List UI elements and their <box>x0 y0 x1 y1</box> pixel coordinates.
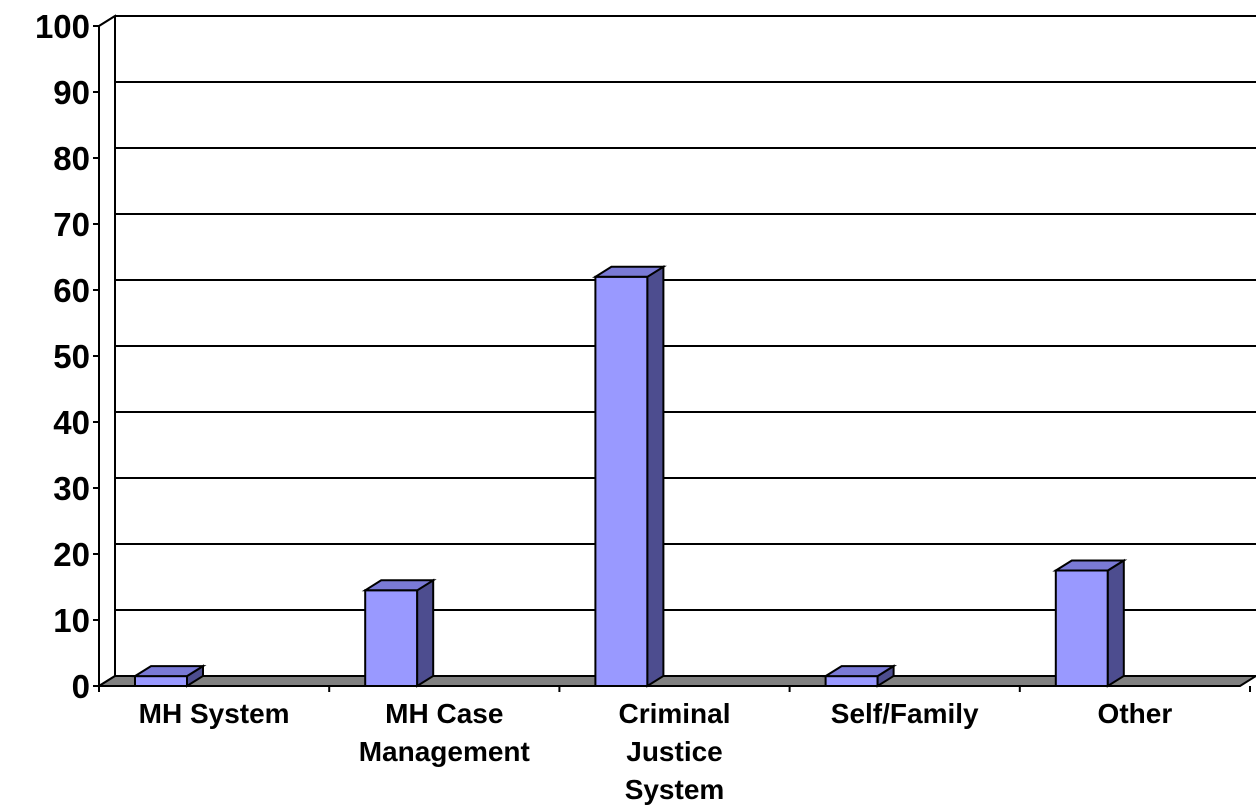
x-category-label-line: System <box>625 774 725 805</box>
x-category-label-line: Other <box>1098 698 1173 729</box>
x-category-label: MH Case Management <box>359 698 530 767</box>
bar-top <box>591 265 667 278</box>
bar-side <box>1106 558 1125 688</box>
y-tick-label: 0 <box>72 668 90 705</box>
y-tick-label: 60 <box>53 272 90 309</box>
bar-top <box>1052 559 1128 572</box>
bar-top <box>822 665 898 678</box>
x-category-label-line: Self/Family <box>831 698 979 729</box>
bar-top <box>131 665 207 678</box>
y-tick-label: 10 <box>53 602 90 639</box>
y-tick-label: 20 <box>53 536 90 573</box>
x-category-label-line: MH Case <box>385 698 503 729</box>
x-category-label-line: Justice <box>626 736 723 767</box>
bar <box>824 675 879 687</box>
y-tick-label: 40 <box>53 404 90 441</box>
y-tick-label: 70 <box>53 206 90 243</box>
x-category-label-line: Criminal <box>618 698 730 729</box>
bar-top <box>361 579 437 592</box>
x-category-label-line: MH System <box>139 698 290 729</box>
x-category-label: Other <box>1098 698 1173 729</box>
bar-side <box>646 264 665 688</box>
x-category-label: Criminal Justice System <box>618 698 730 805</box>
y-tick-label: 90 <box>53 74 90 111</box>
bar <box>134 675 188 687</box>
x-category-label: Self/Family <box>831 698 979 729</box>
bar <box>1054 569 1109 687</box>
bar-layer <box>131 264 1128 688</box>
bar <box>594 275 649 687</box>
x-category-label: MH System <box>139 698 290 729</box>
back-wall <box>98 14 116 688</box>
label-layer: 0 10 20 30 40 50 60 70 80 90 100 MH System MH Case Ma… <box>35 8 1172 805</box>
y-tick-label: 100 <box>35 8 90 45</box>
x-category-label-line: Management <box>359 736 530 767</box>
y-tick-label: 30 <box>53 470 90 507</box>
y-tick-label: 80 <box>53 140 90 177</box>
y-tick-label: 50 <box>53 338 90 375</box>
bar-side <box>416 578 435 688</box>
bar <box>364 589 419 687</box>
